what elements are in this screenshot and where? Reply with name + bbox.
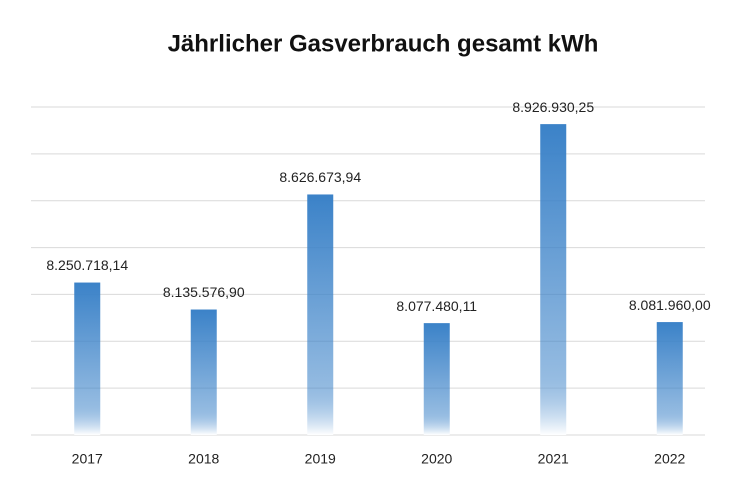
- data-label: 8.250.718,14: [46, 257, 128, 273]
- bar: [540, 124, 567, 435]
- bar: [190, 309, 217, 435]
- bar: [423, 323, 450, 435]
- x-tick-label: 2021: [538, 451, 569, 467]
- x-tick-label: 2018: [188, 451, 219, 467]
- data-label: 8.081.960,00: [629, 297, 711, 313]
- bar: [307, 194, 334, 435]
- bar: [74, 282, 101, 435]
- data-label: 8.077.480,11: [396, 298, 477, 314]
- x-tick-label: 2020: [421, 451, 452, 467]
- x-tick-label: 2017: [72, 451, 103, 467]
- x-tick-label: 2019: [305, 451, 336, 467]
- data-label: 8.626.673,94: [279, 169, 361, 185]
- data-label: 8.926.930,25: [512, 99, 594, 115]
- chart-title: Jährlicher Gasverbrauch gesamt kWh: [168, 30, 599, 57]
- x-tick-label: 2022: [654, 451, 685, 467]
- data-label: 8.135.576,90: [163, 284, 245, 300]
- bar: [656, 322, 683, 435]
